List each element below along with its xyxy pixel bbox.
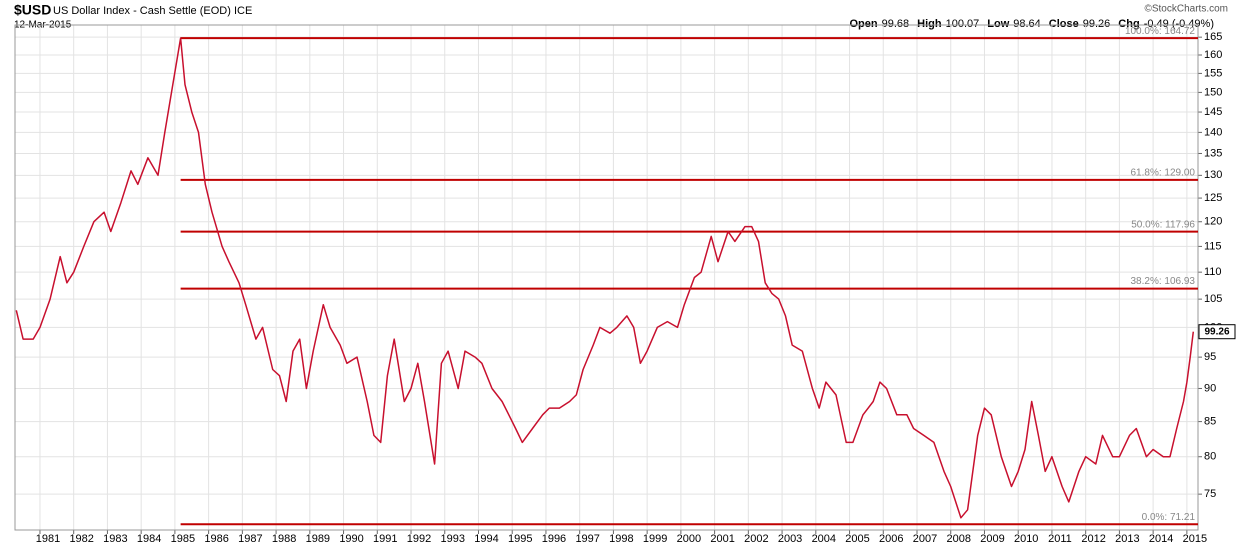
quote-value: 100.07 [946,18,980,30]
x-tick-label: 1984 [137,533,161,545]
level-label: 100.0%: 164.72 [1125,26,1195,37]
x-tick-label: 2005 [845,533,869,545]
x-tick-label: 1991 [373,533,397,545]
x-tick-label: 2015 [1183,533,1207,545]
y-tick-label: 80 [1204,451,1216,463]
x-tick-label: 2006 [879,533,903,545]
x-tick-label: 2010 [1014,533,1038,545]
quote-label: Low [987,18,1009,30]
x-tick-label: 1981 [36,533,60,545]
y-tick-label: 75 [1204,488,1216,500]
x-tick-label: 2007 [913,533,937,545]
x-tick-label: 2013 [1115,533,1139,545]
y-tick-label: 115 [1204,240,1222,252]
price-line [15,37,1195,519]
y-tick-label: 140 [1204,126,1222,138]
y-tick-label: 155 [1204,67,1222,79]
x-tick-label: 1999 [643,533,667,545]
quote: Open 99.68 High 100.07 Low 98.64 Close 99.26 Chg… [850,18,1215,30]
quote-label: Close [1049,18,1079,30]
quote-value: 99.26 [1083,18,1111,30]
x-tick-label: 1996 [542,533,566,545]
y-tick-label: 120 [1204,216,1222,228]
y-tick-label: 150 [1204,86,1222,98]
quote-label: High [917,18,942,30]
y-tick-label: 95 [1204,351,1216,363]
x-tick-label: 2009 [980,533,1004,545]
quote-value: 99.68 [882,18,910,30]
y-tick-label: 125 [1204,192,1222,204]
y-tick-label: 90 [1204,382,1216,394]
x-tick-label: 1983 [103,533,127,545]
level-label: 61.8%: 129.00 [1131,167,1196,178]
x-tick-label: 2008 [946,533,970,545]
y-tick-label: 165 [1204,31,1222,43]
x-tick-label: 2003 [778,533,802,545]
x-tick-label: 1985 [171,533,195,545]
chart-title: US Dollar Index - Cash Settle (EOD) ICE [53,5,252,17]
x-tick-label: 1993 [441,533,465,545]
x-tick-label: 1998 [609,533,633,545]
x-tick-label: 1990 [339,533,363,545]
source: ©StockCharts.com [1144,4,1228,15]
last-value-label: 99.26 [1204,326,1229,337]
plot-border [14,24,1199,531]
y-tick-label: 135 [1204,147,1222,159]
quote-value: 98.64 [1013,18,1041,30]
quote-label: Open [850,18,878,30]
x-tick-label: 1988 [272,533,296,545]
y-tick-label: 130 [1204,169,1222,181]
x-tick-label: 1997 [575,533,599,545]
x-tick-label: 2000 [677,533,701,545]
quote-value: -0.49 (-0.49%) [1144,18,1214,30]
level-label: 50.0%: 117.96 [1131,219,1195,230]
y-tick-label: 110 [1204,266,1222,278]
x-tick-label: 1982 [69,533,93,545]
level-label: 0.0%: 71.21 [1142,512,1196,523]
x-tick-label: 1995 [508,533,532,545]
y-tick-label: 160 [1204,49,1222,61]
x-tick-label: 2011 [1048,533,1072,545]
x-tick-label: 1986 [204,533,228,545]
x-tick-label: 2012 [1081,533,1105,545]
x-tick-label: 1987 [238,533,262,545]
y-tick-label: 145 [1204,106,1222,118]
x-tick-label: 2001 [710,533,734,545]
last-value-box [1198,324,1236,340]
symbol: $USD [14,2,51,18]
y-tick-label: 105 [1204,293,1222,305]
x-tick-label: 2004 [812,533,836,545]
x-tick-label: 1989 [306,533,330,545]
x-tick-label: 1994 [474,533,498,545]
x-tick-label: 2014 [1149,533,1173,545]
x-tick-label: 1992 [407,533,431,545]
level-label: 38.2%: 106.93 [1131,276,1196,287]
quote-label: Chg [1118,18,1139,30]
x-tick-label: 2002 [744,533,768,545]
y-tick-label: 85 [1204,416,1216,428]
